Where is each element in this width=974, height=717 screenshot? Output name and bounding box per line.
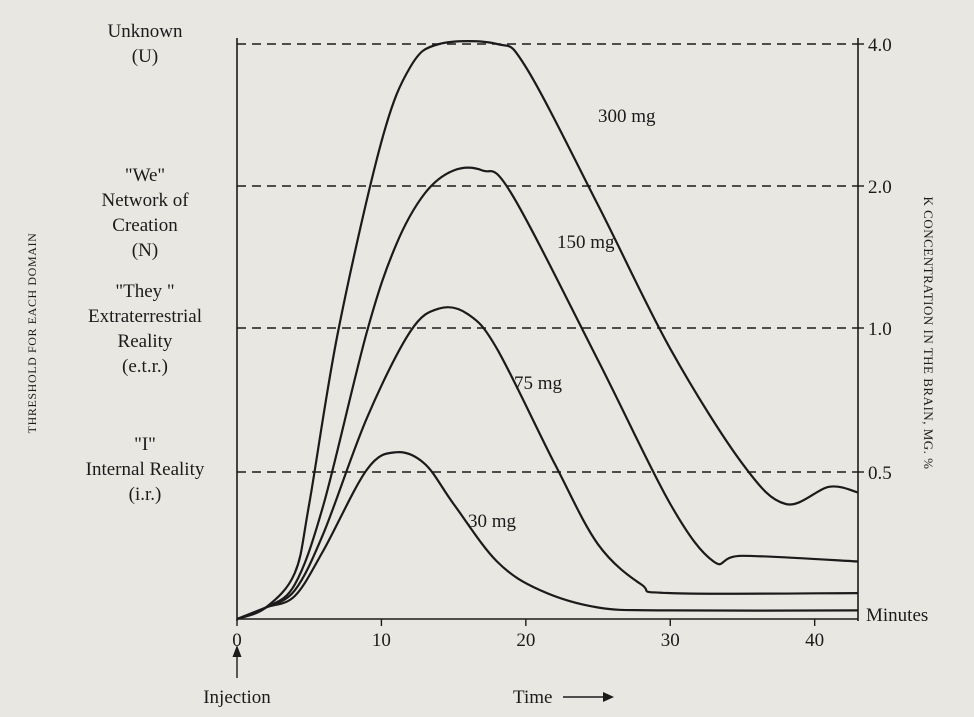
- threshold-label: Reality: [118, 331, 173, 352]
- threshold-label: Creation: [112, 215, 178, 236]
- series-line: [236, 306, 859, 621]
- threshold-label: Unknown: [108, 21, 183, 42]
- y-label-right: K CONCENTRATION IN THE BRAIN, MG. %: [921, 197, 936, 470]
- x-tick-label: 20: [516, 630, 535, 651]
- series-line: [236, 40, 859, 621]
- x-unit-label: Minutes: [866, 605, 928, 626]
- threshold-label: "I": [134, 434, 156, 455]
- x-tick-label: 0: [232, 630, 242, 651]
- y-tick-label-right: 0.5: [868, 463, 892, 484]
- threshold-label: "We": [125, 165, 165, 186]
- threshold-label: "They ": [115, 281, 174, 302]
- y-tick-label-right: 4.0: [868, 35, 892, 56]
- injection-arrow: [232, 645, 242, 678]
- x-tick-label: 30: [661, 630, 680, 651]
- series-line: [236, 451, 859, 621]
- injection-label: Injection: [203, 687, 271, 708]
- x-tick-label: 40: [805, 630, 824, 651]
- series-label: 30 mg: [468, 511, 517, 532]
- x-axis-arrow: [563, 692, 614, 702]
- series-line: [236, 166, 859, 621]
- y-tick-label-right: 2.0: [868, 177, 892, 198]
- y-tick-label-right: 1.0: [868, 319, 892, 340]
- series-label: 300 mg: [598, 106, 656, 127]
- threshold-label: Network of: [101, 190, 189, 211]
- x-tick-label: 10: [372, 630, 391, 651]
- threshold-label: (e.t.r.): [122, 356, 168, 377]
- series-label: 75 mg: [514, 373, 563, 394]
- x-axis-label: Time: [513, 687, 552, 708]
- threshold-label: Internal Reality: [86, 459, 205, 480]
- y-label-left: THRESHOLD FOR EACH DOMAIN: [25, 233, 39, 434]
- series-label: 150 mg: [557, 232, 615, 253]
- threshold-label: (i.r.): [129, 484, 162, 505]
- threshold-label: (N): [132, 240, 158, 261]
- threshold-label: Extraterrestrial: [88, 306, 202, 327]
- threshold-label: (U): [132, 46, 158, 67]
